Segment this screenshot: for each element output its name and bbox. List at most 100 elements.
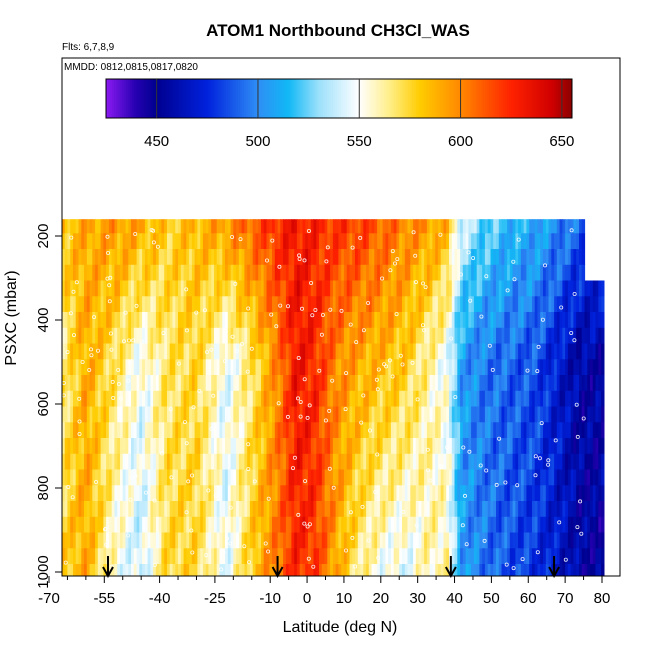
sample-point bbox=[366, 300, 371, 305]
heatmap-cell bbox=[299, 280, 304, 297]
heatmap-cell bbox=[238, 564, 243, 576]
heatmap-cell bbox=[202, 359, 207, 376]
heatmap-cell bbox=[139, 438, 143, 455]
heatmap-cell bbox=[532, 375, 536, 392]
heatmap-cell bbox=[551, 312, 555, 329]
heatmap-cell bbox=[263, 406, 268, 423]
heatmap-cell bbox=[283, 501, 287, 518]
heatmap-cell bbox=[70, 233, 74, 250]
heatmap-cell bbox=[490, 264, 494, 281]
heatmap-cell bbox=[305, 406, 309, 423]
heatmap-cell bbox=[108, 438, 113, 455]
heatmap-cell bbox=[252, 485, 257, 502]
heatmap-cell bbox=[479, 312, 483, 329]
heatmap-cell bbox=[92, 233, 96, 250]
heatmap-cell bbox=[498, 264, 503, 281]
heatmap-cell bbox=[202, 453, 207, 470]
heatmap-cell bbox=[523, 327, 528, 344]
heatmap-cell bbox=[169, 375, 174, 392]
colorbar-swatch bbox=[247, 79, 251, 118]
heatmap-cell bbox=[426, 390, 431, 407]
heatmap-cell bbox=[457, 233, 461, 250]
heatmap-cell bbox=[299, 375, 304, 392]
heatmap-cell bbox=[496, 233, 500, 250]
heatmap-cell bbox=[272, 327, 276, 344]
heatmap-cell bbox=[266, 233, 270, 250]
heatmap-cell bbox=[62, 453, 66, 470]
heatmap-cell bbox=[346, 390, 351, 407]
heatmap-cell bbox=[556, 485, 561, 502]
heatmap-cell bbox=[504, 280, 508, 297]
heatmap-cell bbox=[548, 312, 552, 329]
heatmap-cell bbox=[576, 532, 580, 549]
heatmap-cell bbox=[261, 564, 265, 576]
heatmap-cell bbox=[432, 453, 436, 470]
heatmap-cell bbox=[283, 548, 287, 565]
heatmap-cell bbox=[302, 296, 306, 313]
heatmap-cell bbox=[540, 453, 544, 470]
heatmap-cell bbox=[208, 422, 212, 439]
heatmap-cell bbox=[399, 343, 403, 360]
heatmap-cell bbox=[368, 422, 373, 439]
sample-point bbox=[311, 564, 316, 569]
heatmap-cell bbox=[244, 296, 248, 313]
heatmap-cell bbox=[526, 264, 530, 281]
heatmap-cell bbox=[277, 453, 281, 470]
heatmap-cell bbox=[449, 312, 453, 329]
heatmap-cell bbox=[357, 296, 362, 313]
colorbar-swatch bbox=[126, 79, 129, 118]
heatmap-cell bbox=[277, 327, 281, 344]
heatmap-cell bbox=[252, 564, 257, 576]
heatmap-cell bbox=[285, 406, 290, 423]
heatmap-cell bbox=[570, 327, 575, 344]
heatmap-cell bbox=[543, 453, 547, 470]
heatmap-cell bbox=[407, 516, 411, 533]
heatmap-cell bbox=[266, 219, 270, 234]
heatmap-cell bbox=[205, 564, 210, 576]
heatmap-cell bbox=[252, 375, 257, 392]
heatmap-cell bbox=[319, 516, 323, 533]
heatmap-cell bbox=[590, 406, 594, 423]
heatmap-cell bbox=[133, 390, 138, 407]
heatmap-cell bbox=[114, 438, 118, 455]
heatmap-cell bbox=[393, 296, 398, 313]
heatmap-cell bbox=[537, 280, 541, 297]
heatmap-cell bbox=[407, 532, 411, 549]
sample-point bbox=[161, 331, 166, 336]
heatmap-cell bbox=[161, 264, 165, 281]
heatmap-cell bbox=[117, 564, 121, 576]
heatmap-cell bbox=[479, 422, 483, 439]
heatmap-cell bbox=[590, 516, 594, 533]
heatmap-cell bbox=[238, 469, 243, 486]
heatmap-cell bbox=[465, 548, 469, 565]
heatmap-cell bbox=[125, 296, 129, 313]
heatmap-cell bbox=[189, 453, 193, 470]
heatmap-cell bbox=[490, 312, 494, 329]
heatmap-cell bbox=[562, 485, 566, 502]
heatmap-cell bbox=[493, 390, 497, 407]
heatmap-cell bbox=[153, 422, 157, 439]
heatmap-cell bbox=[565, 501, 569, 518]
colorbar-swatch bbox=[276, 79, 279, 118]
heatmap-cell bbox=[139, 219, 143, 234]
heatmap-cell bbox=[435, 422, 439, 439]
heatmap-cell bbox=[418, 264, 422, 281]
heatmap-cell bbox=[567, 312, 572, 329]
heatmap-cell bbox=[482, 406, 486, 423]
heatmap-cell bbox=[84, 453, 88, 470]
heatmap-cell bbox=[465, 343, 469, 360]
heatmap-cell bbox=[205, 406, 210, 423]
heatmap-cell bbox=[84, 359, 88, 376]
heatmap-cell bbox=[476, 219, 481, 234]
heatmap-cell bbox=[473, 343, 478, 360]
heatmap-cell bbox=[97, 438, 102, 455]
heatmap-cell bbox=[532, 343, 536, 360]
heatmap-cell bbox=[153, 219, 157, 234]
heatmap-cell bbox=[551, 548, 555, 565]
heatmap-cell bbox=[598, 501, 602, 518]
heatmap-cell bbox=[493, 532, 497, 549]
heatmap-cell bbox=[64, 296, 69, 313]
heatmap-cell bbox=[247, 453, 251, 470]
heatmap-cell bbox=[426, 485, 431, 502]
heatmap-cell bbox=[296, 219, 301, 234]
